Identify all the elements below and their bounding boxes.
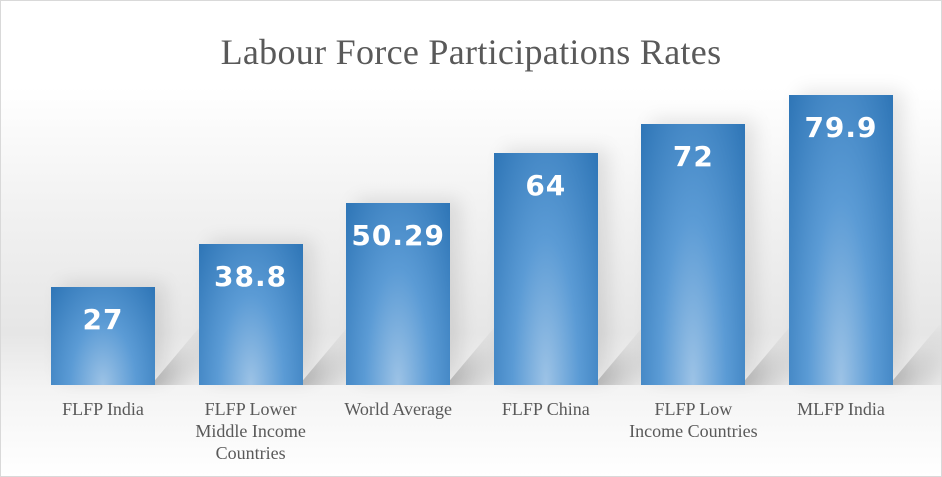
bar-shadow [889, 325, 941, 385]
category-label: MLFP India [765, 398, 917, 420]
category-label: FLFP India [27, 398, 179, 420]
category-label: FLFP Lower Middle Income Countries [175, 398, 327, 464]
data-label: 27 [82, 303, 124, 337]
category-label-line: FLFP China [501, 399, 590, 419]
data-label: 79.9 [804, 111, 878, 145]
category-label-line: Countries [215, 443, 286, 463]
category-label-line: World Average [344, 399, 453, 419]
category-label-line: FLFP Low [654, 399, 733, 419]
chart-title: Labour Force Participations Rates [220, 32, 722, 72]
category-label-line: MLFP India [797, 399, 885, 419]
category-label-line: FLFP India [62, 399, 144, 419]
category-label: FLFP Low Income Countries [617, 398, 769, 442]
category-label-line: Middle Income [195, 421, 306, 441]
category-label-line: Income Countries [629, 421, 758, 441]
category-label-line: FLFP Lower [204, 399, 297, 419]
bar [493, 152, 598, 385]
bar [641, 123, 746, 385]
bar [51, 287, 155, 385]
data-label: 50.29 [351, 218, 445, 252]
bar [346, 202, 451, 385]
bar [789, 95, 893, 385]
category-label: World Average [322, 398, 474, 420]
data-label: 72 [672, 139, 714, 173]
bar [198, 244, 303, 385]
data-label: 64 [525, 168, 567, 202]
data-label: 38.8 [214, 260, 288, 294]
category-label: FLFP China [470, 398, 622, 420]
